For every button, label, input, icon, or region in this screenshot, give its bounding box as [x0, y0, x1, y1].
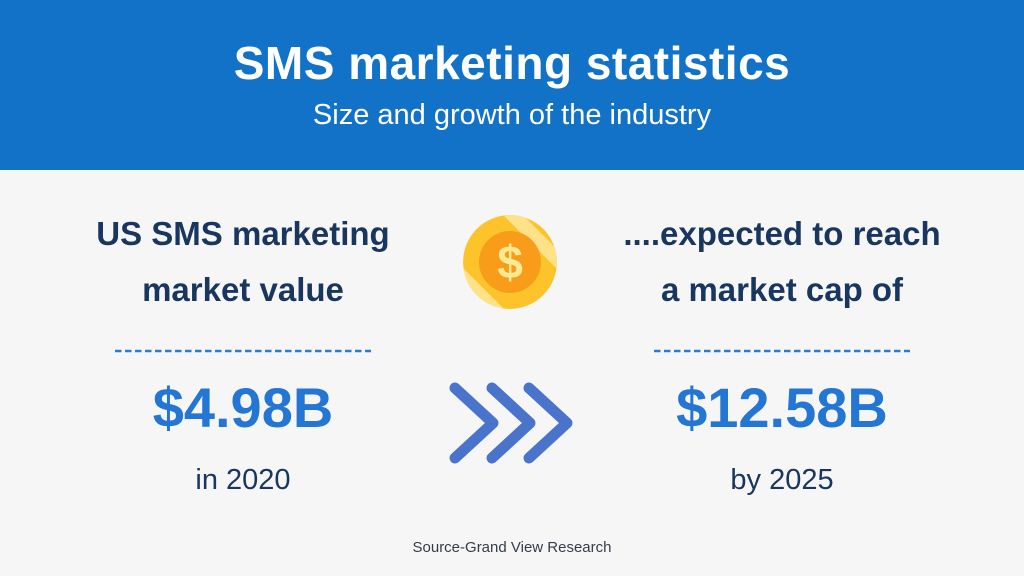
stat-block-2020: US SMS marketing market value $4.98B in … [33, 0, 453, 576]
page-title: SMS marketing statistics [233, 37, 791, 89]
stat-block-2025: ....expected to reach a market cap of $1… [572, 0, 992, 576]
stat-value-2025: $12.58B [676, 376, 888, 439]
stat-heading-left: US SMS marketing market value [33, 206, 453, 318]
dollar-symbol: $ [497, 236, 523, 288]
stat-period-2025: by 2025 [730, 464, 834, 496]
stat-heading-left-line1: US SMS marketing [96, 215, 390, 252]
source-text: Source-Grand View Research [412, 539, 612, 556]
dashed-divider-left [115, 349, 371, 353]
triple-chevron-right-icon [449, 382, 573, 464]
stat-heading-right-line2: a market cap of [660, 271, 904, 308]
stat-heading-left-line2: market value [142, 271, 344, 308]
stat-heading-right-line1: ....expected to reach [623, 215, 941, 252]
dollar-coin-icon: $ [463, 215, 557, 309]
stat-heading-right: ....expected to reach a market cap of [572, 206, 992, 318]
dashed-divider-right [654, 349, 910, 353]
page-subtitle: Size and growth of the industry [312, 99, 712, 131]
stat-period-2020: in 2020 [195, 464, 291, 496]
header: SMS marketing statistics Size and growth… [0, 0, 1024, 170]
stat-value-2020: $4.98B [152, 376, 334, 439]
